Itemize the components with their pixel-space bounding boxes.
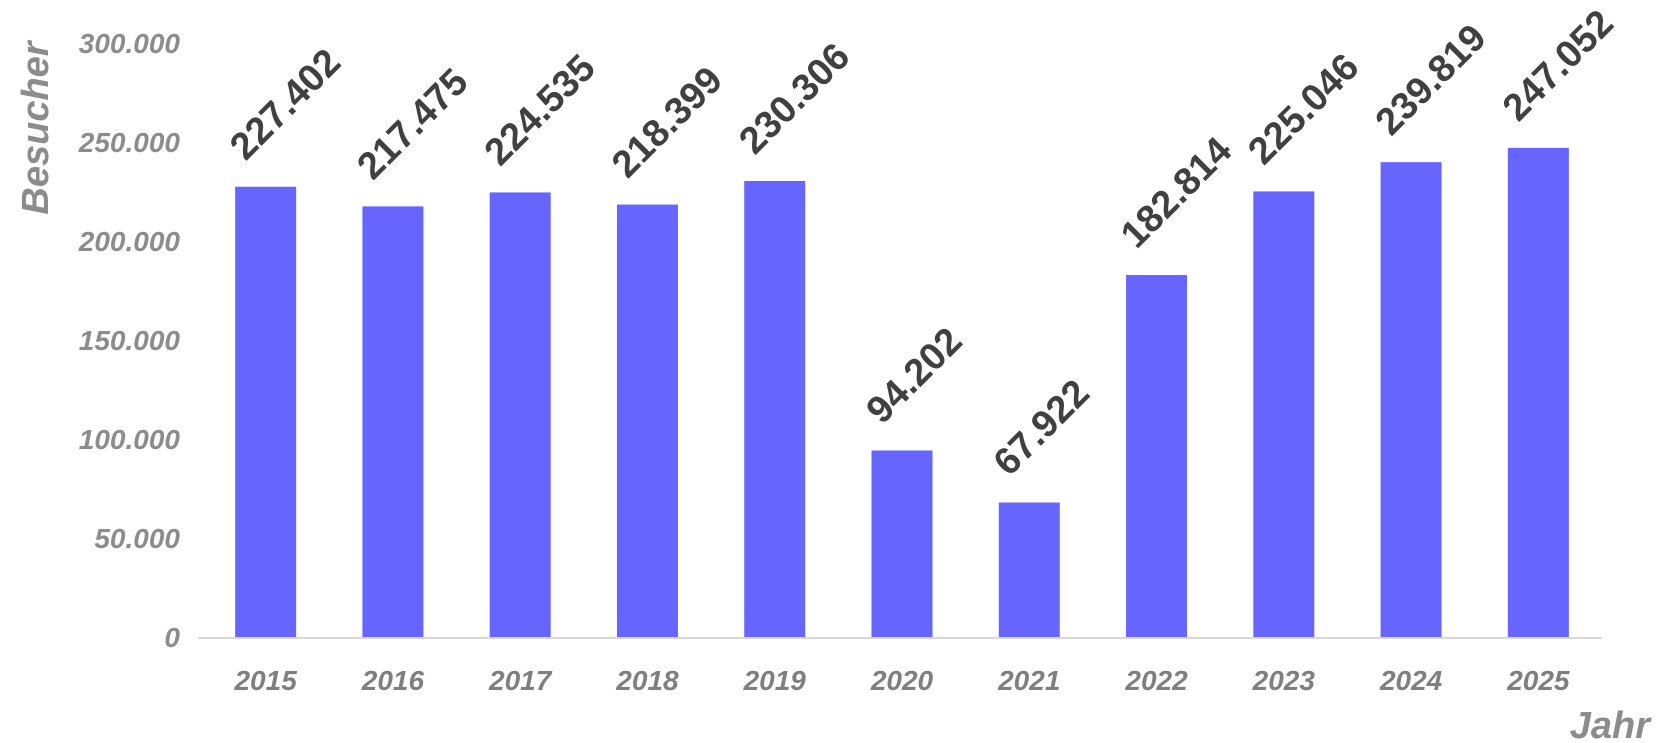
x-tick-label: 2021 xyxy=(997,665,1060,696)
x-tick-label: 2019 xyxy=(743,665,807,696)
y-tick-label: 300.000 xyxy=(79,28,181,59)
x-tick-label: 2015 xyxy=(233,665,297,696)
x-tick-label: 2016 xyxy=(361,665,425,696)
x-tick-label: 2017 xyxy=(488,665,553,696)
bar-2019 xyxy=(744,180,806,637)
bar-2020 xyxy=(871,450,933,637)
data-label: 247.052 xyxy=(1495,2,1622,129)
bars xyxy=(235,147,1569,638)
bar-2024 xyxy=(1380,162,1442,637)
y-tick-label: 200.000 xyxy=(78,226,181,257)
y-tick-label: 150.000 xyxy=(79,325,181,356)
y-tick-label: 100.000 xyxy=(79,424,181,455)
bar-2017 xyxy=(489,192,551,637)
x-axis-ticks: 2015 2016 2017 2018 2019 2020 2021 2022 2023 2024… xyxy=(233,665,1569,696)
bar-2021 xyxy=(998,502,1060,637)
y-tick-label: 50.000 xyxy=(94,523,180,554)
y-axis-ticks: 0 50.000 100.000 150.000 200.000 250.000 300.0… xyxy=(78,28,181,653)
bar-2022 xyxy=(1126,275,1188,637)
data-label: 217.475 xyxy=(350,61,477,188)
data-label: 225.046 xyxy=(1240,46,1367,173)
data-label: 67.922 xyxy=(986,372,1098,484)
data-label: 239.819 xyxy=(1368,17,1495,144)
bar-2023 xyxy=(1253,191,1315,637)
y-tick-label: 0 xyxy=(164,622,180,653)
data-label: 224.535 xyxy=(477,47,604,174)
x-tick-label: 2022 xyxy=(1124,665,1188,696)
x-tick-label: 2025 xyxy=(1506,665,1570,696)
y-tick-label: 250.000 xyxy=(78,127,181,158)
x-tick-label: 2023 xyxy=(1252,665,1316,696)
x-tick-label: 2018 xyxy=(615,665,679,696)
x-tick-label: 2024 xyxy=(1379,665,1443,696)
x-axis-title: Jahr xyxy=(1570,705,1652,743)
bar-2018 xyxy=(616,204,678,637)
x-tick-label: 2020 xyxy=(870,665,934,696)
data-label: 227.402 xyxy=(222,41,349,168)
data-label: 182.814 xyxy=(1113,130,1240,257)
data-label: 94.202 xyxy=(859,320,971,432)
bar-2015 xyxy=(235,186,297,638)
bar-2025 xyxy=(1507,147,1569,637)
data-label: 230.306 xyxy=(731,36,858,163)
y-axis-title: Besucher xyxy=(15,39,57,214)
data-label: 218.399 xyxy=(604,59,731,186)
bar-2016 xyxy=(362,206,424,637)
